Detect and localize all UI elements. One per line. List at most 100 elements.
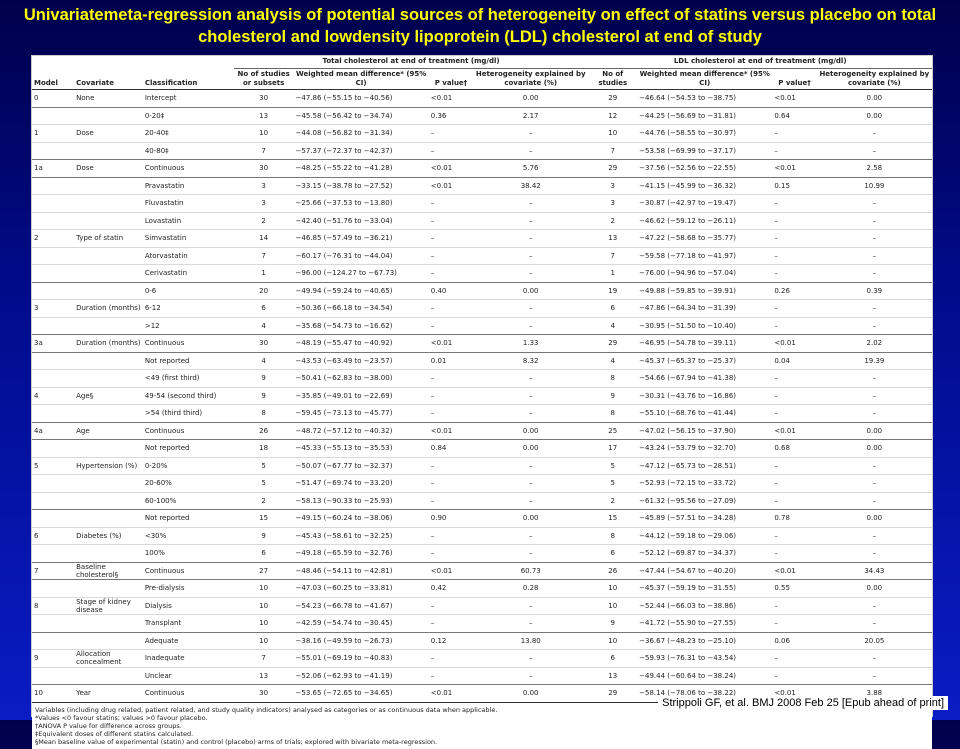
cell-ldl-pvalue: – — [772, 194, 817, 212]
cell-tc-wmd: −53.65 (−72.65 to −34.65) — [293, 684, 429, 702]
cell-tc-heterogeneity: – — [473, 229, 589, 247]
cell-model — [32, 404, 75, 422]
cell-classification: 0-6 — [142, 281, 234, 300]
cell-classification: >12 — [142, 316, 234, 335]
cell-covariate: Allocation concealment — [74, 649, 143, 667]
cell-tc-pvalue: 0.01 — [428, 351, 474, 370]
cell-ldl-wmd: −30.87 (−42.97 to −19.47) — [637, 194, 773, 212]
cell-tc-pvalue: – — [428, 299, 474, 317]
cell-model: 0 — [32, 89, 75, 107]
cell-ldl-studies: 19 — [588, 281, 638, 300]
cell-ldl-pvalue: 0.15 — [772, 176, 817, 195]
cell-covariate: Type of statin — [74, 229, 143, 247]
cell-tc-wmd: −49.15 (−60.24 to −38.06) — [293, 509, 429, 527]
cell-tc-pvalue: 0.40 — [428, 281, 474, 300]
cell-covariate — [74, 579, 143, 597]
cell-tc-heterogeneity: – — [473, 596, 589, 615]
table-row: 60-100% 2 −58.13 (−90.33 to −25.93) – –2 −61.… — [32, 491, 932, 510]
cell-tc-pvalue: – — [428, 526, 474, 545]
cell-ldl-heterogeneity: 10.99 — [816, 176, 932, 195]
footnote: Variables (including drug related, patie… — [35, 705, 498, 714]
cell-tc-heterogeneity: – — [473, 316, 589, 335]
cell-classification: Continuous — [142, 684, 234, 702]
cell-covariate: Duration (months) — [74, 299, 143, 317]
cell-tc-studies: 1 — [233, 264, 294, 282]
cell-tc-wmd: −42.40 (−51.76 to −33.04) — [293, 211, 429, 230]
cell-classification: Transplant — [142, 614, 234, 632]
cell-ldl-heterogeneity: – — [816, 316, 932, 335]
cell-tc-wmd: −54.23 (−66.78 to −41.67) — [293, 596, 429, 615]
cell-tc-wmd: −45.58 (−56.42 to −34.74) — [293, 106, 429, 125]
cell-model: 3a — [32, 334, 75, 352]
cell-ldl-studies: 29 — [588, 334, 638, 352]
cell-tc-heterogeneity: – — [473, 299, 589, 317]
table-row: 6 Diabetes (%) <30% 9 −45.43 (−58.61 to −32.… — [32, 526, 932, 545]
cell-tc-pvalue: <0.01 — [428, 176, 474, 195]
table-row: 3a Duration (months) Continuous 30 −48.19 (−… — [32, 334, 932, 352]
cell-covariate — [74, 369, 143, 387]
cell-tc-heterogeneity: 60.73 — [473, 561, 589, 580]
cell-model: 7 — [32, 561, 75, 580]
cell-tc-studies: 5 — [233, 456, 294, 475]
cell-ldl-wmd: −36.67 (−48.23 to −25.10) — [637, 631, 773, 650]
cell-tc-wmd: −60.17 (−76.31 to −44.04) — [293, 246, 429, 265]
header-model: Model — [32, 56, 75, 90]
cell-tc-wmd: −58.13 (−90.33 to −25.93) — [293, 491, 429, 510]
table-row: Fluvastatin 3 −25.66 (−37.53 to −13.80) – –3… — [32, 194, 932, 212]
cell-tc-studies: 7 — [233, 141, 294, 160]
cell-ldl-heterogeneity: – — [816, 299, 932, 317]
cell-tc-studies: 13 — [233, 666, 294, 685]
cell-tc-pvalue: – — [428, 614, 474, 632]
cell-model — [32, 631, 75, 650]
cell-ldl-studies: 8 — [588, 404, 638, 422]
cell-tc-studies: 10 — [233, 579, 294, 597]
cell-classification: Continuous — [142, 159, 234, 177]
cell-ldl-studies: 4 — [588, 351, 638, 370]
cell-classification: 0-20% — [142, 456, 234, 475]
cell-covariate: Age§ — [74, 386, 143, 405]
cell-tc-pvalue: <0.01 — [428, 334, 474, 352]
cell-ldl-wmd: −52.93 (−72.15 to −33.72) — [637, 474, 773, 492]
cell-ldl-studies: 2 — [588, 491, 638, 510]
cell-tc-studies: 7 — [233, 649, 294, 667]
cell-tc-wmd: −48.46 (−54.11 to −42.81) — [293, 561, 429, 580]
cell-tc-studies: 13 — [233, 106, 294, 125]
cell-ldl-wmd: −46.64 (−54.53 to −38.75) — [637, 89, 773, 107]
footnote: ‡Equivalent doses of different statins c… — [35, 729, 194, 738]
cell-ldl-wmd: −52.44 (−66.03 to −38.86) — [637, 596, 773, 615]
cell-ldl-pvalue: – — [772, 316, 817, 335]
cell-ldl-studies: 5 — [588, 474, 638, 492]
cell-tc-studies: 2 — [233, 491, 294, 510]
cell-ldl-heterogeneity: – — [816, 386, 932, 405]
cell-classification: Adequate — [142, 631, 234, 650]
table-row: Not reported 4 −43.53 (−63.49 to −23.57) 0.… — [32, 351, 932, 370]
cell-model — [32, 351, 75, 370]
cell-ldl-wmd: −47.44 (−54.67 to −40.20) — [637, 561, 773, 580]
table-row: Atorvastatin 7 −60.17 (−76.31 to −44.04) – –… — [32, 246, 932, 265]
cell-model — [32, 491, 75, 510]
cell-tc-heterogeneity: – — [473, 211, 589, 230]
table-row: Adequate 10 −38.16 (−49.59 to −26.73) 0.12 1… — [32, 631, 932, 650]
cell-model: 5 — [32, 456, 75, 475]
cell-covariate: Dose — [74, 159, 143, 177]
cell-ldl-pvalue: – — [772, 456, 817, 475]
header-covariate: Covariate — [74, 56, 143, 90]
cell-ldl-heterogeneity: 2.02 — [816, 334, 932, 352]
cell-tc-studies: 3 — [233, 176, 294, 195]
cell-ldl-studies: 6 — [588, 299, 638, 317]
cell-classification: 0-20‡ — [142, 106, 234, 125]
cell-ldl-studies: 10 — [588, 596, 638, 615]
cell-ldl-heterogeneity: – — [816, 474, 932, 492]
cell-ldl-wmd: −47.02 (−56.15 to −37.90) — [637, 421, 773, 440]
cell-ldl-pvalue: – — [772, 386, 817, 405]
cell-ldl-wmd: −44.12 (−59.18 to −29.06) — [637, 526, 773, 545]
cell-tc-heterogeneity: 38.42 — [473, 176, 589, 195]
cell-ldl-pvalue: – — [772, 124, 817, 142]
cell-classification: Inadequate — [142, 649, 234, 667]
cell-ldl-heterogeneity: – — [816, 211, 932, 230]
table-row: 4a Age Continuous 26 −48.72 (−57.12 to −40.3… — [32, 421, 932, 440]
cell-ldl-studies: 3 — [588, 176, 638, 195]
cell-classification: Continuous — [142, 561, 234, 580]
cell-tc-wmd: −57.37 (−72.37 to −42.37) — [293, 141, 429, 160]
cell-ldl-studies: 13 — [588, 229, 638, 247]
